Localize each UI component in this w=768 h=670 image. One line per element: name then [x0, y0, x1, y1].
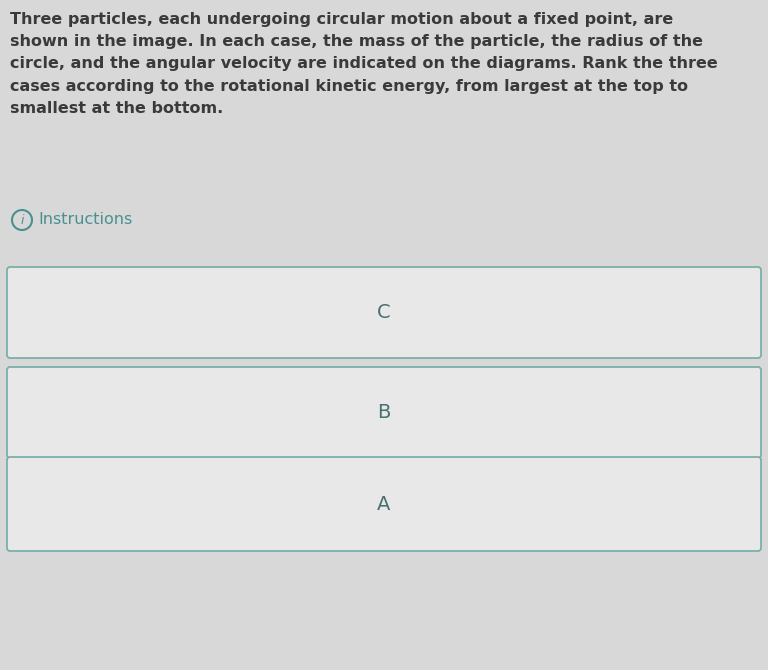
FancyBboxPatch shape [7, 457, 761, 551]
Text: B: B [377, 403, 391, 422]
Text: A: A [377, 494, 391, 513]
Text: Three particles, each undergoing circular motion about a fixed point, are
shown : Three particles, each undergoing circula… [10, 12, 718, 116]
FancyBboxPatch shape [7, 367, 761, 458]
Text: i: i [20, 214, 24, 226]
FancyBboxPatch shape [7, 267, 761, 358]
Text: Instructions: Instructions [38, 212, 132, 228]
Text: C: C [377, 303, 391, 322]
